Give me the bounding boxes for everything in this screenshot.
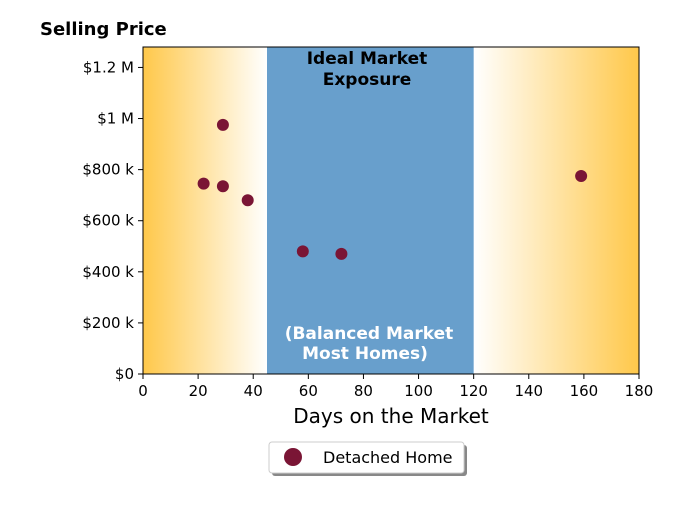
balanced-market-label-line2: Most Homes) xyxy=(302,344,428,364)
ideal-exposure-label-line2: Exposure xyxy=(323,70,412,90)
y-tick-label: $0 xyxy=(115,365,134,383)
ideal-market-band xyxy=(267,47,474,374)
y-tick-label: $800 k xyxy=(82,161,134,179)
x-tick-label: 160 xyxy=(570,382,599,400)
y-axis: $0 $200 k $400 k $600 k $800 k $1 M $1.2 M xyxy=(82,58,143,383)
y-tick-label: $200 k xyxy=(82,314,134,332)
left-gradient-zone xyxy=(143,47,267,374)
x-tick-label: 140 xyxy=(514,382,543,400)
data-point xyxy=(216,180,229,193)
y-tick-label: $400 k xyxy=(82,263,134,281)
data-point xyxy=(335,247,348,260)
balanced-market-label-line1: (Balanced Market xyxy=(285,324,454,344)
data-point xyxy=(575,170,588,183)
ideal-exposure-label-line1: Ideal Market xyxy=(307,49,428,69)
y-tick-label: $600 k xyxy=(82,212,134,230)
x-tick-label: 100 xyxy=(404,382,433,400)
x-tick-label: 20 xyxy=(189,382,208,400)
data-point xyxy=(241,194,254,207)
legend: Detached Home xyxy=(268,441,465,474)
data-points xyxy=(197,118,588,260)
x-tick-label: 180 xyxy=(625,382,654,400)
x-tick-label: 120 xyxy=(459,382,488,400)
right-gradient-zone xyxy=(473,47,639,374)
y-tick-label: $1 M xyxy=(97,110,134,128)
x-axis-label: Days on the Market xyxy=(293,404,489,428)
ideal-band-rect xyxy=(267,47,474,374)
data-point xyxy=(197,177,210,190)
x-tick-label: 40 xyxy=(244,382,263,400)
x-tick-label: 0 xyxy=(138,382,148,400)
x-tick-label: 80 xyxy=(354,382,373,400)
legend-marker xyxy=(284,448,302,466)
chart-title: Selling Price xyxy=(40,19,167,40)
legend-label: Detached Home xyxy=(323,448,453,467)
plot-frame xyxy=(142,46,640,375)
data-point xyxy=(216,118,229,131)
y-tick-label: $1.2 M xyxy=(83,58,134,76)
data-point xyxy=(296,245,309,258)
x-tick-label: 60 xyxy=(299,382,318,400)
x-axis: 0 20 40 60 80 100 120 140 160 180 xyxy=(138,374,653,400)
